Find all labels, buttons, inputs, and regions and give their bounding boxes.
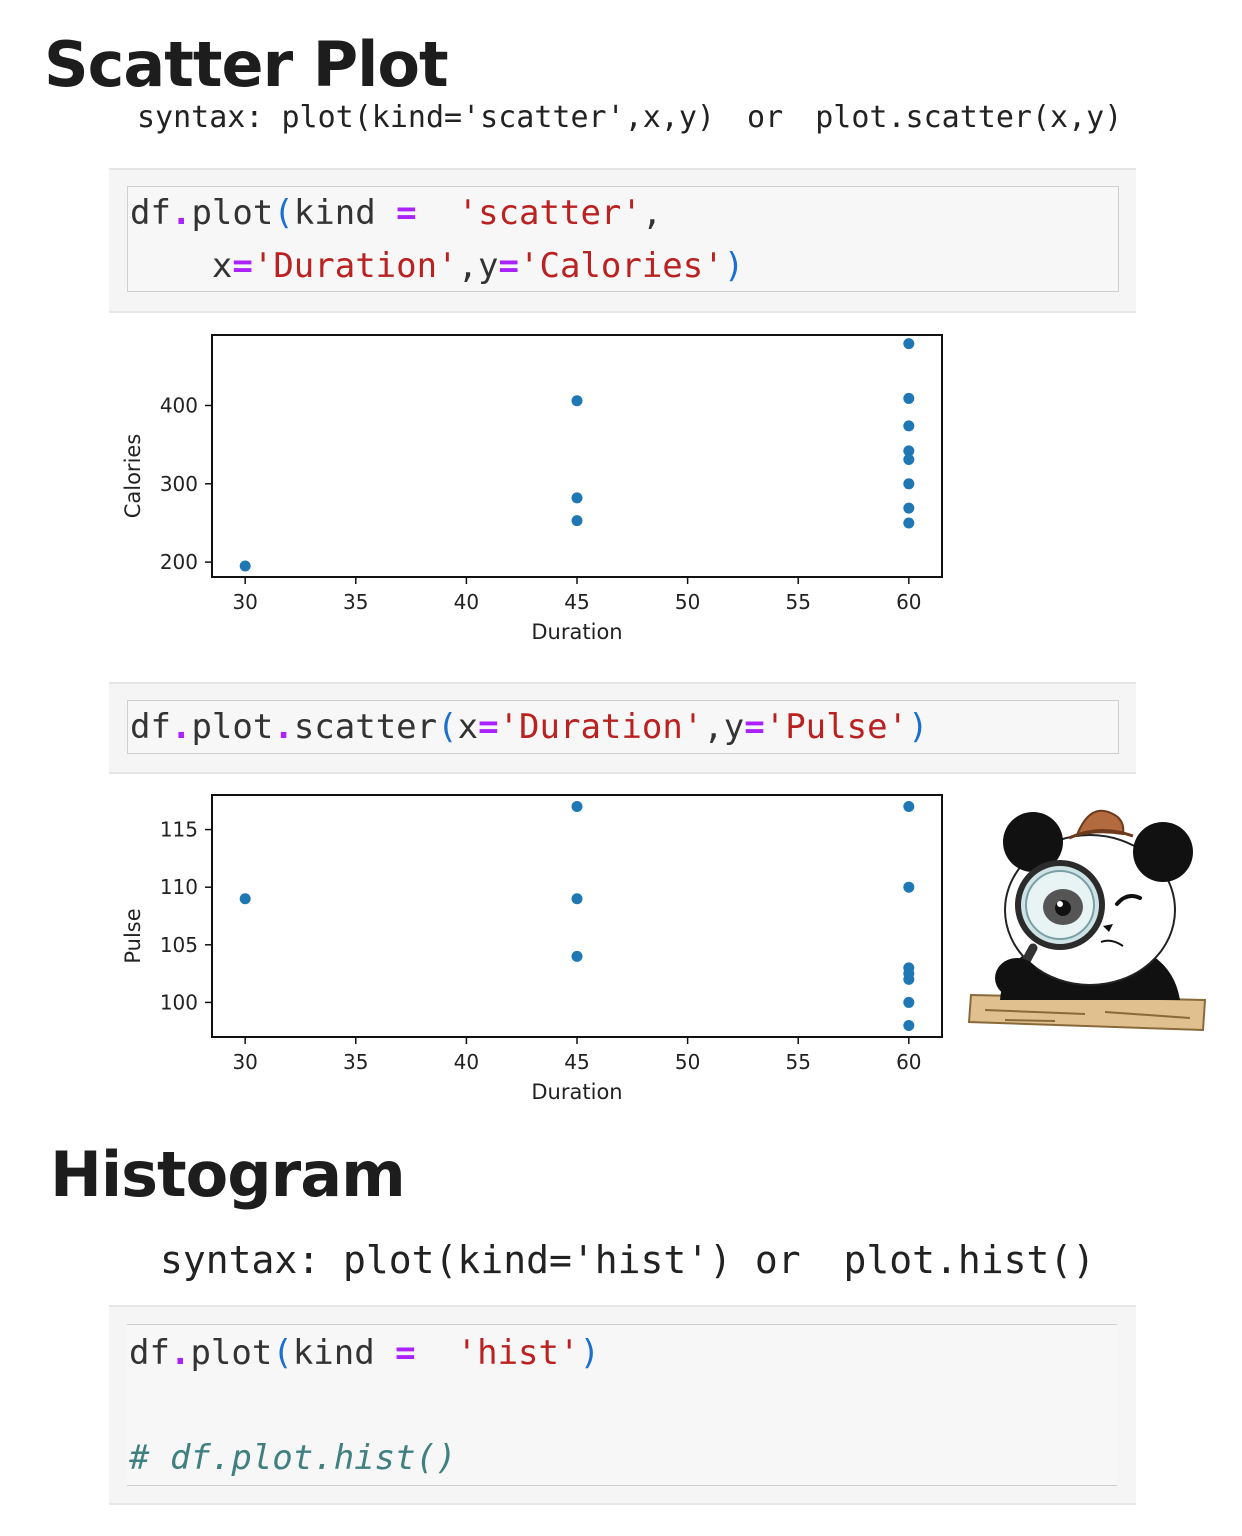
chart2-ytick-label: 110 <box>160 875 198 899</box>
code-editor-1[interactable]: df.plot(kind = 'scatter', x='Duration',y… <box>127 186 1119 292</box>
scatter-syntax: syntax: plot(kind='scatter',x,y) or plot… <box>137 100 1122 135</box>
chart1-ytick-label: 300 <box>160 472 198 496</box>
chart2-point <box>571 950 583 962</box>
chart2-xtick-label: 40 <box>454 1050 479 1074</box>
chart1-plot-frame <box>211 334 943 578</box>
calories-scatter-chart: 30 35 40 45 50 55 60 200 300 400 Duration Calories <box>121 334 943 644</box>
code-comment: # df.plot.hist() <box>129 1438 457 1478</box>
chart1-xlabel: Duration <box>531 620 622 644</box>
code-line-1: df.plot(kind = 'scatter', <box>130 193 663 233</box>
chart2-point <box>239 893 251 905</box>
chart1-xtick-label: 40 <box>454 590 479 614</box>
chart2-xtick-label: 45 <box>564 1050 589 1074</box>
syntax-form-1: plot(kind='scatter',x,y) <box>281 100 715 135</box>
syntax-prefix: syntax: <box>160 1238 321 1282</box>
histogram-title: Histogram <box>50 1138 406 1211</box>
chart2-xtick-label: 60 <box>896 1050 921 1074</box>
histogram-syntax: syntax: plot(kind='hist') or plot.hist() <box>160 1238 1095 1282</box>
panda-detective-illustration <box>967 809 1207 1032</box>
chart1-xtick-label: 30 <box>232 590 257 614</box>
syntax-form-2: plot.hist() <box>843 1238 1096 1282</box>
chart2-plot-frame <box>211 794 943 1038</box>
chart2-point <box>571 801 583 813</box>
chart1-point <box>239 560 251 572</box>
chart1-xtick-label: 35 <box>343 590 368 614</box>
chart1-point <box>571 492 583 504</box>
chart2-point <box>903 1019 915 1031</box>
chart1-point <box>903 478 915 490</box>
chart2-xlabel: Duration <box>531 1080 622 1104</box>
chart1-ytick-label: 400 <box>160 393 198 417</box>
chart2-point <box>903 881 915 893</box>
chart1-xtick-label: 50 <box>675 590 700 614</box>
chart2-ylabel: Pulse <box>121 908 145 963</box>
chart1-point <box>571 395 583 407</box>
pulse-scatter-chart: 30 35 40 45 50 55 60 100 105 110 115 Duration Pulse <box>121 794 943 1104</box>
chart2-xtick-label: 30 <box>232 1050 257 1074</box>
code-editor-2[interactable]: df.plot.scatter(x='Duration',y='Pulse') <box>127 700 1119 754</box>
chart1-xtick-label: 55 <box>785 590 810 614</box>
chart1-ytick-label: 200 <box>160 550 198 574</box>
chart1-point <box>903 445 915 457</box>
code-line-1: df.plot.scatter(x='Duration',y='Pulse') <box>130 707 929 747</box>
chart2-point <box>571 893 583 905</box>
chart2-ytick-label: 115 <box>160 818 198 842</box>
syntax-or: or <box>754 1238 801 1282</box>
code-line-2: x='Duration',y='Calories') <box>211 246 745 286</box>
syntax-or: or <box>747 100 784 135</box>
chart1-point <box>571 515 583 527</box>
syntax-form-2: plot.scatter(x,y) <box>815 100 1123 135</box>
syntax-form-1: plot(kind='hist') <box>343 1238 732 1282</box>
code-editor-3[interactable]: df.plot(kind = 'hist') # df.plot.hist() <box>127 1324 1117 1486</box>
code-line-1: df.plot(kind = 'hist') <box>129 1333 600 1373</box>
syntax-prefix: syntax: <box>137 100 264 135</box>
chart2-xtick-label: 55 <box>785 1050 810 1074</box>
chart2-xtick-label: 35 <box>343 1050 368 1074</box>
chart2-ytick-label: 105 <box>160 933 198 957</box>
chart1-ylabel: Calories <box>121 434 145 519</box>
chart1-point <box>903 454 915 466</box>
chart1-point <box>903 392 915 404</box>
chart2-point <box>903 996 915 1008</box>
chart1-point <box>903 338 915 350</box>
chart2-point <box>903 973 915 985</box>
chart2-point <box>903 801 915 813</box>
chart2-xtick-label: 50 <box>675 1050 700 1074</box>
scatter-plot-title: Scatter Plot <box>44 28 449 101</box>
chart2-ytick-label: 100 <box>160 990 198 1014</box>
chart1-point <box>903 517 915 529</box>
chart1-xtick-label: 45 <box>564 590 589 614</box>
chart1-point <box>903 502 915 514</box>
chart1-point <box>903 420 915 432</box>
chart1-xtick-label: 60 <box>896 590 921 614</box>
